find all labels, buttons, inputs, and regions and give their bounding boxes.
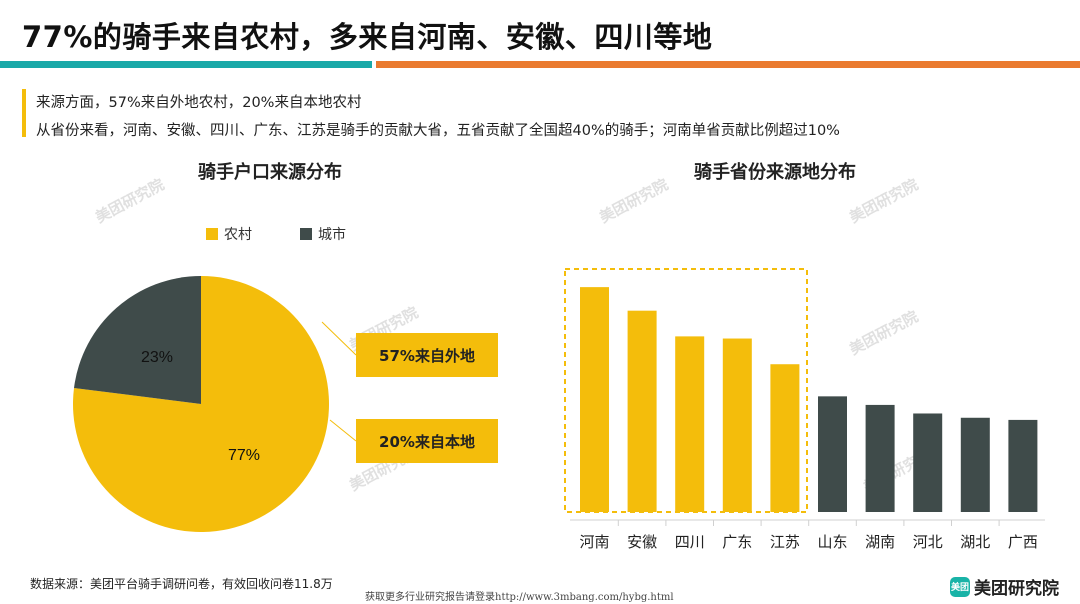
legend-label-rural: 农村 — [224, 227, 252, 243]
pie-slice-city — [74, 276, 201, 404]
bar-3 — [722, 338, 752, 512]
bar-2 — [675, 336, 705, 512]
header-accent-teal — [0, 61, 372, 68]
summary-line-2: 从省份来看，河南、安徽、四川、广东、江苏是骑手的贡献大省，五省贡献了全国超40%… — [36, 123, 840, 139]
legend-label-city: 城市 — [318, 227, 346, 243]
x-tick-label-9: 广西 — [1008, 533, 1038, 551]
bar-9 — [1008, 419, 1038, 512]
x-tick-label-3: 广东 — [722, 533, 752, 551]
bar-0 — [580, 287, 609, 512]
header-accent-orange — [376, 61, 1080, 68]
bar-8 — [960, 417, 990, 512]
x-tick-label-1: 安徽 — [627, 533, 657, 551]
x-tick-label-6: 湖南 — [865, 533, 895, 551]
summary-marker — [22, 89, 26, 137]
bar-chart-title: 骑手省份来源地分布 — [694, 162, 856, 183]
callout-from-other-place: 57%来自外地 — [356, 333, 498, 377]
legend-item-city: 城市 — [300, 224, 346, 244]
brand-logo: 美团 美团研究院 — [950, 574, 1059, 599]
bar-4 — [770, 364, 800, 512]
x-tick-label-4: 江苏 — [770, 533, 800, 551]
callout-from-local: 20%来自本地 — [356, 419, 498, 463]
bar-6 — [865, 404, 895, 512]
bar-5 — [818, 396, 847, 512]
x-tick-label-8: 湖北 — [960, 533, 990, 551]
legend-swatch-city — [300, 228, 312, 240]
page-title: 77%的骑手来自农村，多来自河南、安徽、四川等地 — [22, 20, 713, 54]
brand-name: 美团研究院 — [974, 579, 1059, 599]
callout-connector-1 — [321, 321, 357, 356]
pie-label-city: 23% — [141, 349, 173, 366]
x-tick-label-7: 河北 — [913, 533, 943, 551]
x-tick-label-2: 四川 — [675, 533, 705, 551]
legend-item-rural: 农村 — [206, 224, 252, 244]
data-source-note: 数据来源：美团平台骑手调研问卷，有效回收问卷11.8万 — [30, 577, 333, 591]
callout-connector-2 — [329, 419, 357, 442]
legend-swatch-rural — [206, 228, 218, 240]
bar-1 — [627, 310, 657, 512]
x-tick-label-0: 河南 — [579, 533, 609, 551]
bar-7 — [913, 413, 943, 512]
summary-line-1: 来源方面，57%来自外地农村，20%来自本地农村 — [36, 95, 362, 111]
x-tick-label-5: 山东 — [817, 533, 847, 551]
footer-url: 获取更多行业研究报告请登录http://www.3mbang.com/hybg.… — [365, 592, 674, 603]
brand-badge-icon: 美团 — [950, 576, 970, 597]
pie-label-rural: 77% — [228, 447, 260, 464]
pie-chart-title: 骑手户口来源分布 — [198, 162, 342, 183]
